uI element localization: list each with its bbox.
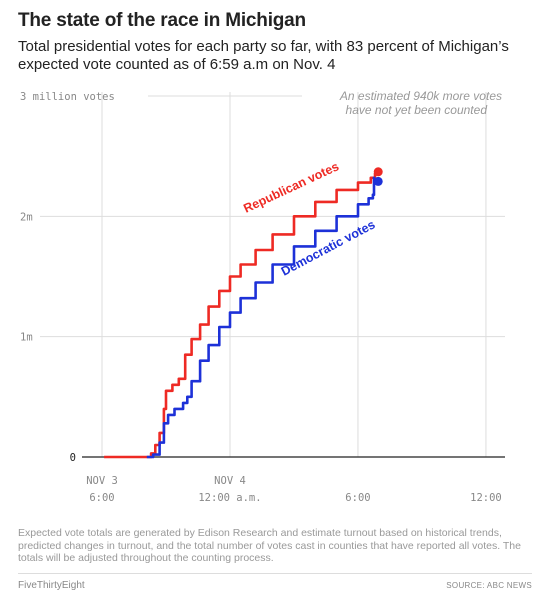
x-tick-label: 12:00: [470, 492, 502, 504]
y-tick-label: 1m: [20, 332, 33, 344]
source-credit: SOURCE: ABC NEWS: [446, 581, 532, 590]
chart-title: The state of the race in Michigan: [18, 10, 306, 31]
x-tick-label: NOV 3: [86, 475, 118, 487]
x-tick-label: 6:00: [345, 492, 370, 504]
x-tick-label: 12:00 a.m.: [198, 492, 261, 504]
y-tick-label: 0: [70, 452, 76, 464]
democratic-votes-line: [146, 176, 376, 459]
x-tick-label: NOV 4: [214, 475, 246, 487]
republican-votes-label: Republican votes: [241, 159, 341, 215]
y-tick-label: 2m: [20, 211, 33, 223]
democratic-end-dot: [373, 176, 383, 186]
republican-end-dot: [373, 167, 383, 177]
footer-divider: [18, 573, 532, 574]
y-tick-label: 3 million votes: [20, 91, 115, 103]
chart-footnote: Expected vote totals are generated by Ed…: [18, 527, 521, 564]
annotation-line-2: have not yet been counted: [346, 103, 488, 117]
annotation-line-1: An estimated 940k more votes: [339, 89, 502, 103]
brand-name: FiveThirtyEight: [18, 580, 85, 591]
vote-count-chart: 0 1m 2m 3 million votes NOV 3 6:00 NOV 4 12:00 …: [20, 89, 505, 504]
chart-subtitle: Total presidential votes for each party …: [18, 38, 509, 73]
republican-votes-line: [104, 173, 377, 459]
x-tick-label: 6:00: [89, 492, 114, 504]
